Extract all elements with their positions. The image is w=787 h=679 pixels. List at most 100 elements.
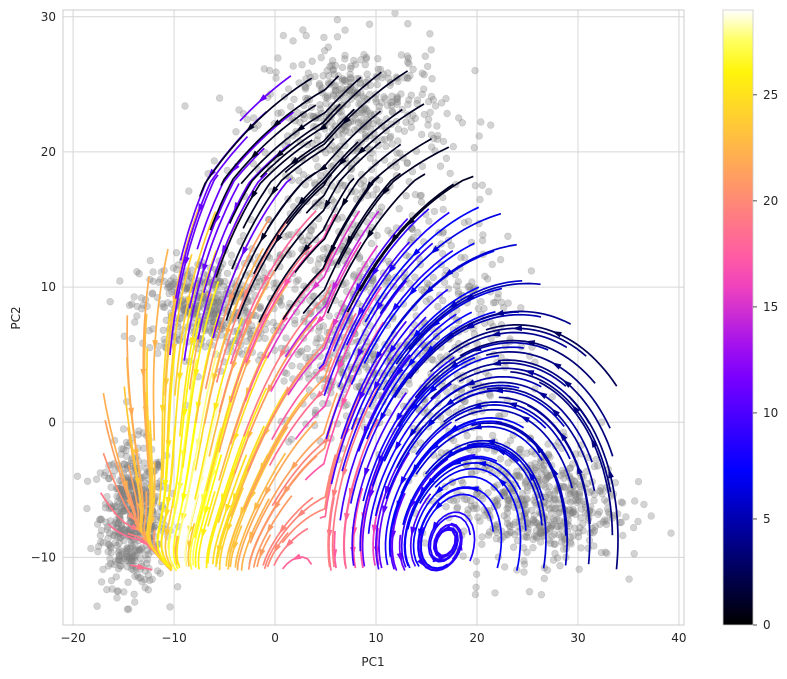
scatter-point [118,556,126,565]
scatter-point [525,587,534,596]
scatter-point [420,110,429,119]
scatter-point [146,256,155,265]
scatter-point [381,95,389,103]
scatter-point [133,302,141,311]
scatter-point [520,568,528,576]
scatter-point [129,552,138,561]
scatter-point [325,312,333,320]
scatter-point [130,547,138,555]
scatter-point [516,445,525,453]
x-tick-label: 40 [671,631,686,645]
scatter-point [322,93,330,101]
scatter-point [429,96,438,104]
scatter-point [212,305,221,314]
scatter-point [284,85,293,93]
scatter-point [250,114,258,122]
scatter-point [380,93,388,101]
scatter-point [120,526,128,534]
scatter-point [529,543,537,552]
scatter-point [312,235,320,244]
scatter-point [619,531,627,540]
scatter-point [491,298,499,307]
scatter-point [166,603,174,611]
scatter-point [113,532,122,541]
scatter-point [357,119,365,127]
scatter-point [97,515,106,524]
scatter-point [282,334,290,342]
y-tick-label: 30 [41,10,56,24]
scatter-point [146,576,154,585]
scatter-point [317,53,325,62]
scatter-point [397,51,406,59]
scatter-point [102,518,110,526]
scatter-point [266,66,274,75]
colorbar-gradient [722,9,754,626]
scatter-point [376,208,384,216]
scatter-point [117,445,126,453]
scatter-point [362,55,370,63]
scatter-point [125,301,134,309]
colorbar-tick-label: 0 [763,618,771,632]
scatter-point [106,555,114,563]
scatter-point [421,52,429,60]
scatter-point [446,169,454,178]
scatter-point [214,298,222,307]
scatter-point [427,46,435,54]
scatter-point [591,522,599,531]
scatter-point [331,61,340,70]
scatter-point [306,296,314,304]
scatter-point [388,107,396,115]
scatter-point [116,277,124,285]
scatter-point [360,50,368,59]
scatter-point [119,460,128,468]
scatter-point [122,547,130,555]
scatter-point [131,546,139,554]
scatter-point [336,150,344,158]
scatter-point [423,279,432,287]
scatter-point [358,116,366,125]
scatter-point [414,228,422,237]
scatter-point [457,253,465,262]
scatter-point [379,70,388,79]
scatter-point [369,119,377,128]
scatter-point [391,10,399,17]
scatter-point [523,487,531,495]
scatter-point [118,504,126,512]
scatter-point [311,72,319,81]
scatter-point [132,551,140,560]
scatter-point [404,54,413,63]
scatter-point [471,590,480,599]
scatter-point [114,507,123,515]
scatter-point [296,348,304,356]
scatter-point [393,98,402,106]
scatter-point [185,187,193,195]
scatter-point [115,539,123,547]
scatter-point [430,207,439,216]
y-tick-label: −10 [31,550,56,564]
scatter-point [384,257,393,265]
scatter-point [436,162,445,170]
scatter-point [520,532,529,541]
scatter-point [125,556,134,565]
x-tick-label: 0 [271,631,279,645]
scatter-point [312,301,320,309]
scatter-point [101,468,110,476]
scatter-point [287,102,295,111]
scatter-point [137,294,146,302]
scatter-point [338,84,346,93]
scatter-point [329,91,338,100]
scatter-point [428,74,436,83]
scatter-point [377,98,386,107]
scatter-point [590,496,598,505]
scatter-point [366,125,375,133]
scatter-point [156,569,164,577]
scatter-point [159,326,168,334]
scatter-point [93,602,101,610]
scatter-point [392,163,401,171]
scatter-point [517,304,525,312]
scatter-point [363,70,371,78]
scatter-point [647,512,655,520]
scatter-point [338,89,346,97]
scatter-point [110,531,119,540]
scatter-point [311,179,319,187]
